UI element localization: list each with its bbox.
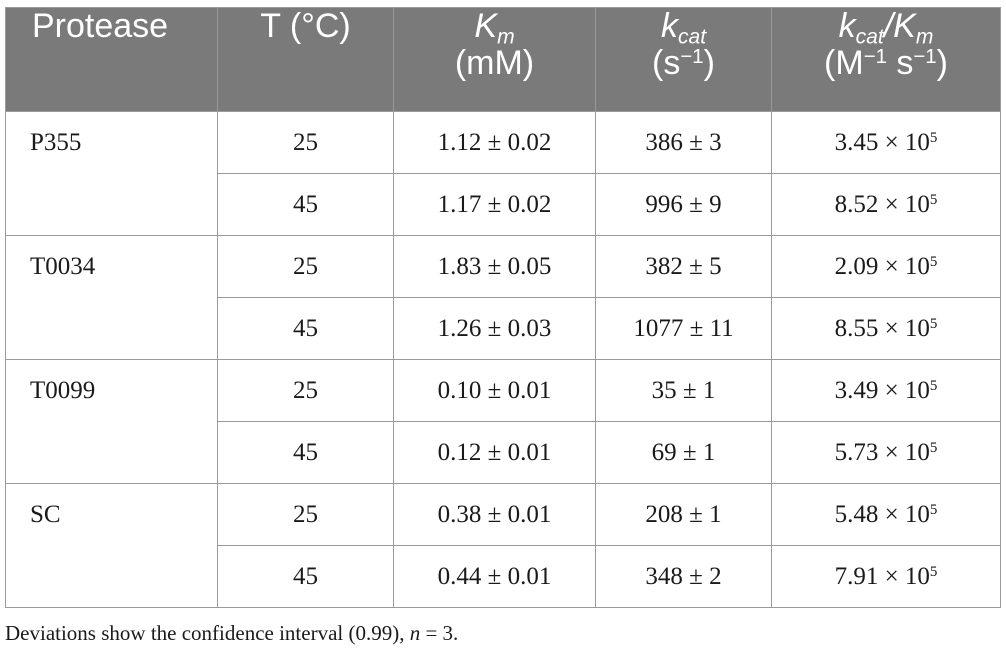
kcat-cell: 382 ± 5 (595, 235, 772, 298)
footnote-text-after: = 3. (420, 621, 459, 645)
ratio-mantissa: 5.73 × 10 (834, 438, 930, 466)
ratio-mantissa: 2.09 × 10 (834, 252, 930, 280)
ratio-mantissa: 7.91 × 10 (834, 562, 930, 590)
header-temperature: T (°C) (217, 7, 394, 112)
ratio-mantissa: 3.49 × 10 (834, 376, 930, 404)
ratio-slash-k: /K (883, 7, 916, 45)
km-cell: 1.83 ± 0.05 (393, 235, 596, 298)
km-cell: 0.10 ± 0.01 (393, 359, 596, 422)
kcat-cell: 386 ± 3 (595, 111, 772, 174)
kcat-unit-exponent: −1 (680, 45, 704, 68)
km-cell: 0.38 ± 0.01 (393, 483, 596, 546)
ratio-cell: 8.52 × 105 (771, 173, 1001, 236)
header-km-unit: (mM) (454, 43, 535, 82)
ratio-cell: 5.73 × 105 (771, 421, 1001, 484)
header-kcat-over-km: kcat/Km (M−1 s−1) (771, 7, 1001, 112)
ratio-mantissa: 5.48 × 10 (834, 500, 930, 528)
table-row: SC 25 0.38 ± 0.01 208 ± 1 5.48 × 105 (5, 483, 1001, 608)
table-row: 45 1.26 ± 0.03 1077 ± 11 8.55 × 105 (6, 297, 1001, 360)
ratio-exponent: 5 (929, 129, 938, 146)
ratio-unit-m: (M (824, 43, 864, 82)
ratio-exponent: 5 (929, 377, 938, 394)
kcat-cell: 69 ± 1 (595, 421, 772, 484)
ratio-unit-exp-1: −1 (863, 45, 887, 68)
table-row: 45 1.17 ± 0.02 996 ± 9 8.52 × 105 (6, 173, 1001, 236)
header-row: Protease T (°C) Km (mM) kcat (s−1) kcat/… (5, 7, 1001, 112)
kcat-cell: 996 ± 9 (595, 173, 772, 236)
ratio-unit-close: ) (936, 43, 948, 82)
temperature-cell: 45 (217, 297, 394, 360)
ratio-exponent: 5 (929, 253, 938, 270)
ratio-cell: 2.09 × 105 (771, 235, 1001, 298)
ratio-cell: 7.91 × 105 (771, 545, 1001, 608)
kcat-cell: 1077 ± 11 (595, 297, 772, 360)
header-km: Km (mM) (393, 7, 596, 112)
header-kcat-subscript: cat (677, 25, 707, 49)
header-kcat-unit: (s−1) (596, 43, 771, 82)
protease-cell: SC (5, 483, 218, 608)
ratio-unit-s: s (886, 43, 914, 82)
ratio-exponent: 5 (929, 563, 938, 580)
temperature-cell: 25 (217, 359, 394, 422)
table-row: T0034 25 1.83 ± 0.05 382 ± 5 2.09 × 105 (5, 235, 1001, 360)
km-cell: 1.17 ± 0.02 (393, 173, 596, 236)
kcat-cell: 348 ± 2 (595, 545, 772, 608)
table-row: 45 0.44 ± 0.01 348 ± 2 7.91 × 105 (6, 545, 1001, 608)
ratio-cell: 3.45 × 105 (771, 111, 1001, 174)
ratio-cat-subscript: cat (855, 25, 884, 49)
kcat-unit-base: (s (652, 43, 681, 82)
kcat-cell: 35 ± 1 (595, 359, 772, 422)
ratio-cell: 5.48 × 105 (771, 483, 1001, 546)
km-cell: 0.44 ± 0.01 (393, 545, 596, 608)
ratio-cell: 3.49 × 105 (771, 359, 1001, 422)
km-cell: 0.12 ± 0.01 (393, 421, 596, 484)
ratio-exponent: 5 (929, 191, 938, 208)
footnote-text-before: Deviations show the confidence interval … (5, 621, 410, 645)
ratio-k-symbol: k (838, 7, 856, 45)
table-footnote: Deviations show the confidence interval … (5, 621, 458, 646)
protease-cell: P355 (5, 111, 218, 236)
ratio-unit-exp-2: −1 (913, 45, 937, 68)
km-cell: 1.26 ± 0.03 (393, 297, 596, 360)
kcat-cell: 208 ± 1 (595, 483, 772, 546)
temperature-cell: 45 (217, 545, 394, 608)
km-cell: 1.12 ± 0.02 (393, 111, 596, 174)
ratio-exponent: 5 (929, 439, 938, 456)
ratio-exponent: 5 (929, 501, 938, 518)
header-ratio-unit: (M−1 s−1) (772, 43, 1000, 82)
ratio-mantissa: 8.55 × 10 (834, 314, 930, 342)
temperature-cell: 45 (217, 173, 394, 236)
footnote-n-symbol: n (409, 621, 421, 645)
ratio-mantissa: 8.52 × 10 (834, 190, 930, 218)
header-km-symbol: K (474, 7, 498, 45)
temperature-cell: 45 (217, 421, 394, 484)
ratio-m-subscript: m (915, 25, 934, 49)
header-protease: Protease (5, 7, 218, 112)
kinetics-table: Protease T (°C) Km (mM) kcat (s−1) kcat/… (5, 7, 1001, 608)
ratio-mantissa: 3.45 × 10 (834, 128, 930, 156)
table-row: P355 25 1.12 ± 0.02 386 ± 3 3.45 × 105 (5, 111, 1001, 236)
table-row: 45 0.12 ± 0.01 69 ± 1 5.73 × 105 (6, 421, 1001, 484)
table-row: T0099 25 0.10 ± 0.01 35 ± 1 3.49 × 105 (5, 359, 1001, 484)
header-kcat-symbol: k (660, 7, 678, 45)
protease-cell: T0034 (5, 235, 218, 360)
header-km-subscript: m (497, 25, 515, 49)
temperature-cell: 25 (217, 483, 394, 546)
header-kcat: kcat (s−1) (595, 7, 772, 112)
ratio-exponent: 5 (929, 315, 938, 332)
ratio-cell: 8.55 × 105 (771, 297, 1001, 360)
temperature-cell: 25 (217, 235, 394, 298)
kcat-unit-close: ) (703, 43, 715, 82)
protease-cell: T0099 (5, 359, 218, 484)
temperature-cell: 25 (217, 111, 394, 174)
